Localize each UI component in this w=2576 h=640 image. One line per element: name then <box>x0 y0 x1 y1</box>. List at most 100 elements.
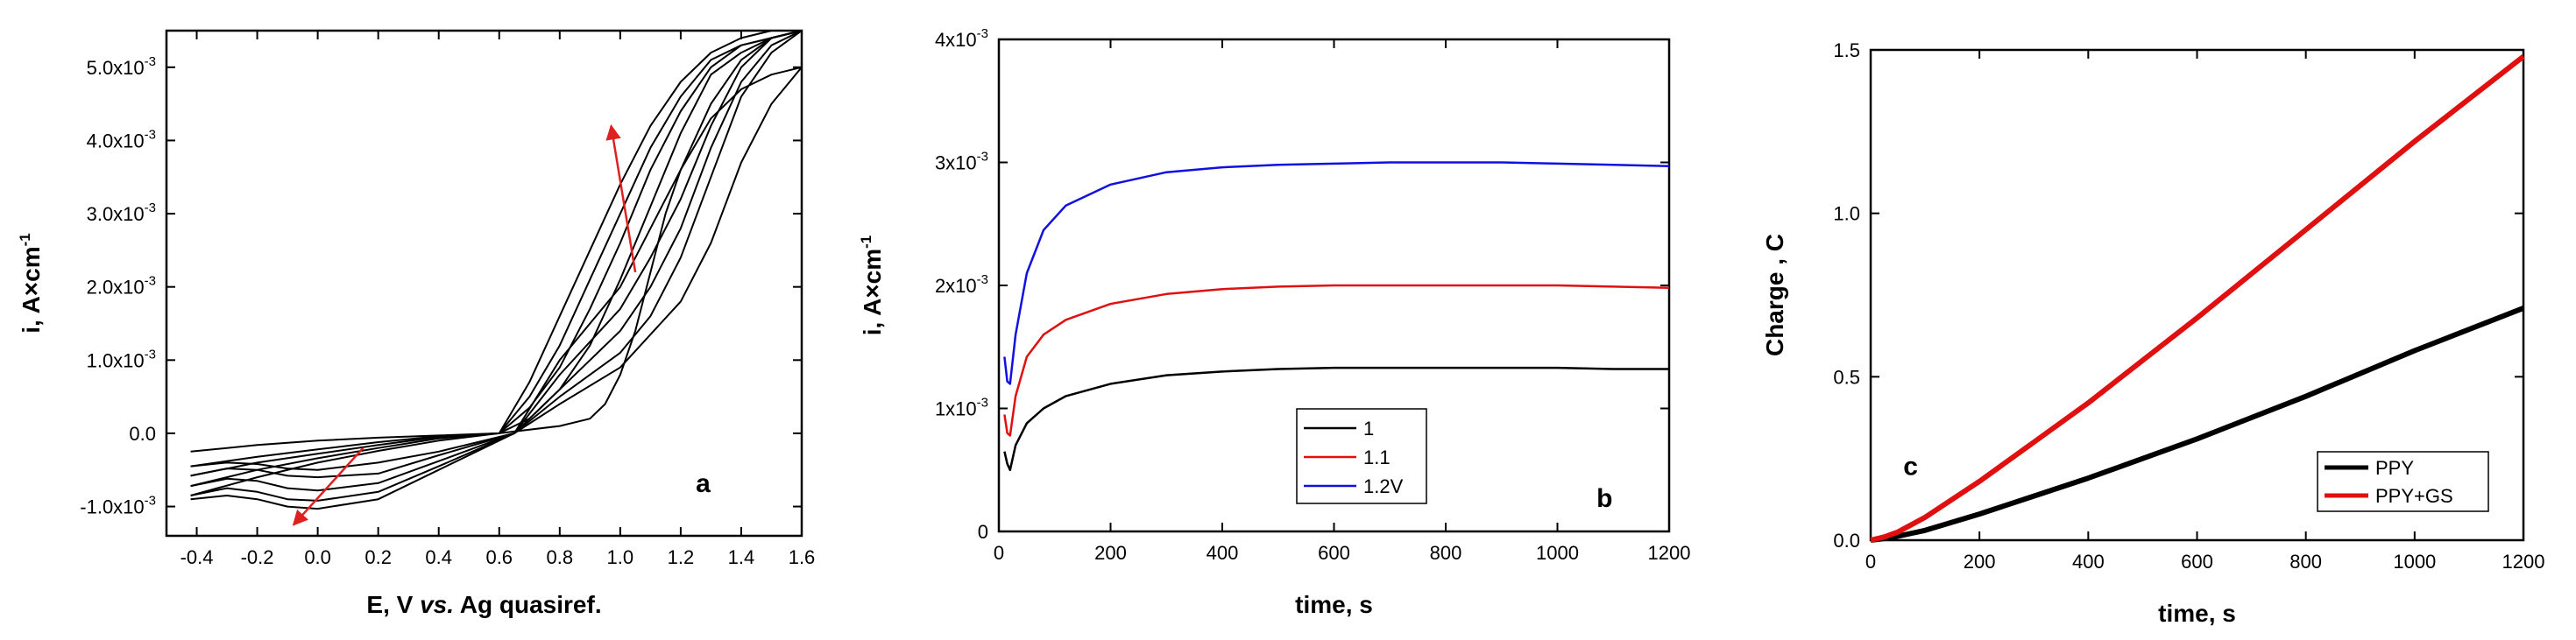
a-ytick-label: 2.0x10-3 <box>87 274 156 299</box>
series-line-ppy-gs <box>1870 54 2525 543</box>
a-ytick-mantissa: 5.0x10 <box>87 57 145 79</box>
b-ytick-mantissa: 0 <box>978 521 988 543</box>
a-xtick-label: 0.4 <box>425 546 452 568</box>
b-ytick-label: 4x10-3 <box>935 26 988 51</box>
cv-cycle-2-reverse <box>190 30 803 479</box>
a-ytick-exponent: -3 <box>145 347 156 362</box>
legend-c-box <box>2317 451 2489 512</box>
b-ytick-exponent: -3 <box>977 396 988 411</box>
cv-cycle-5-reverse <box>190 30 803 510</box>
series-line-1 <box>1003 366 1669 472</box>
a-ytick-exponent: -3 <box>145 494 156 509</box>
y-axis-label-a-main: i, A×cm <box>18 246 45 333</box>
a-ytick-mantissa: 0.0 <box>129 423 156 445</box>
b-xtick-label: 400 <box>1207 542 1239 564</box>
cv-cycle-5-forward <box>190 30 802 496</box>
b-ytick-label: 3x10-3 <box>935 150 988 174</box>
x-axis-label-a-part3: Ag quasiref. <box>454 591 602 618</box>
x-ticks-c: 0 200 400 600 800 1000 1200 <box>1865 50 2545 573</box>
cv-cycle-1-forward <box>190 66 803 453</box>
trend-arrow-up <box>605 123 637 273</box>
b-ytick-label: 2x10-3 <box>935 272 988 297</box>
c-xtick-label: 800 <box>2289 551 2322 573</box>
a-ytick-mantissa: -1.0x10 <box>80 496 144 518</box>
b-xtick-label: 600 <box>1318 542 1350 564</box>
y-axis-label-c: Charge , C <box>1761 234 1788 356</box>
c-ytick-label: 0.0 <box>1833 530 1860 552</box>
y-axis-label-a: i, A×cm-1 <box>17 233 45 333</box>
a-xtick-label: 0.6 <box>485 546 513 568</box>
a-ytick-label: 3.0x10-3 <box>87 200 156 225</box>
a-xtick-label: 1.2 <box>668 546 695 568</box>
a-ytick-exponent: -3 <box>145 200 156 215</box>
a-ytick-mantissa: 4.0x10 <box>87 130 145 151</box>
b-xtick-label: 1200 <box>1648 542 1691 564</box>
charge-curves <box>1870 54 2525 543</box>
b-ytick-mantissa: 1x10 <box>935 398 977 420</box>
a-xtick-label: 1.6 <box>789 546 816 568</box>
a-xtick-label: 0.8 <box>547 546 574 568</box>
series-line-ppy <box>1870 306 2525 543</box>
b-ytick-mantissa: 2x10 <box>935 275 977 297</box>
a-ytick-label: 5.0x10-3 <box>87 54 156 79</box>
b-ytick-label: 0 <box>978 521 988 543</box>
a-ytick-mantissa: 2.0x10 <box>87 277 145 299</box>
y-axis-label-b-main: i, A×cm <box>859 249 886 335</box>
c-xtick-label: 1200 <box>2502 551 2545 573</box>
a-xtick-label: 1.0 <box>607 546 634 568</box>
b-ytick-mantissa: 4x10 <box>935 29 977 51</box>
a-ytick-mantissa: 3.0x10 <box>87 203 145 225</box>
a-xtick-label: -0.4 <box>180 546 214 568</box>
c-xtick-label: 0 <box>1865 551 1876 573</box>
a-ytick-mantissa: 1.0x10 <box>87 349 145 371</box>
b-ytick-exponent: -3 <box>977 150 988 165</box>
legend-b-label-1: 1 <box>1363 418 1374 440</box>
a-xtick-label: -0.2 <box>241 546 274 568</box>
a-ytick-label: -1.0x10-3 <box>80 494 156 518</box>
b-ytick-exponent: -3 <box>977 272 988 287</box>
a-xtick-label: 0.0 <box>304 546 331 568</box>
a-ytick-exponent: -3 <box>145 127 156 142</box>
a-ytick-exponent: -3 <box>145 274 156 289</box>
chart-panel-b: 0 200 400 600 800 1000 1200 01x10-32x10-33x10-… <box>858 26 1690 618</box>
b-ytick-exponent: -3 <box>977 26 988 41</box>
cv-curves <box>190 30 803 510</box>
series-line-1.2V <box>1003 161 1670 385</box>
c-ytick-label: 1.5 <box>1833 39 1860 61</box>
y-axis-label-b-sup: -1 <box>858 236 874 249</box>
b-ytick-mantissa: 3x10 <box>935 152 977 174</box>
panel-label-b: b <box>1596 484 1612 513</box>
c-xtick-label: 1000 <box>2393 551 2436 573</box>
a-ytick-label: 0.0 <box>129 423 156 445</box>
c-ytick-label: 1.0 <box>1833 203 1860 225</box>
cv-cycle-3-forward <box>190 30 803 477</box>
trend-arrow-down <box>292 447 364 526</box>
y-ticks-a: -1.0x10-30.01.0x10-32.0x10-33.0x10-34.0x… <box>80 54 802 518</box>
c-ytick-label: 0.5 <box>1833 366 1860 388</box>
cv-cycle-2-forward <box>190 30 803 468</box>
current-transients <box>1003 161 1670 472</box>
x-axis-label-a: E, V vs. Ag quasiref. <box>366 591 601 618</box>
b-xtick-label: 200 <box>1094 542 1127 564</box>
y-ticks-c: 0.0 0.5 1.0 1.5 <box>1833 39 2523 552</box>
c-xtick-label: 400 <box>2072 551 2105 573</box>
trend-arrows <box>292 123 637 526</box>
b-xtick-label: 800 <box>1430 542 1462 564</box>
c-xtick-label: 200 <box>1964 551 1996 573</box>
b-ytick-label: 1x10-3 <box>935 396 988 420</box>
legend-b-label-3: 1.2V <box>1363 475 1404 497</box>
x-axis-label-a-part2: vs. <box>420 591 454 618</box>
x-ticks-b: 0 200 400 600 800 1000 1200 <box>994 39 1691 564</box>
cv-cycle-4-reverse <box>190 30 803 502</box>
legend-b-label-2: 1.1 <box>1363 447 1391 468</box>
legend-c: PPY PPY+GS <box>2317 451 2489 512</box>
x-ticks-a: -0.4 -0.2 0.0 0.2 0.4 0.6 0.8 1.0 1.2 1.4 1.6 <box>180 31 816 568</box>
plot-frame-a <box>165 29 803 538</box>
a-xtick-label: 1.4 <box>728 546 755 568</box>
legend-c-label-ppy: PPY <box>2375 457 2414 479</box>
a-ytick-label: 1.0x10-3 <box>87 347 156 371</box>
legend-c-label-ppy-gs: PPY+GS <box>2375 485 2453 507</box>
x-axis-label-c: time, s <box>2158 600 2236 627</box>
a-ytick-label: 4.0x10-3 <box>87 127 156 151</box>
